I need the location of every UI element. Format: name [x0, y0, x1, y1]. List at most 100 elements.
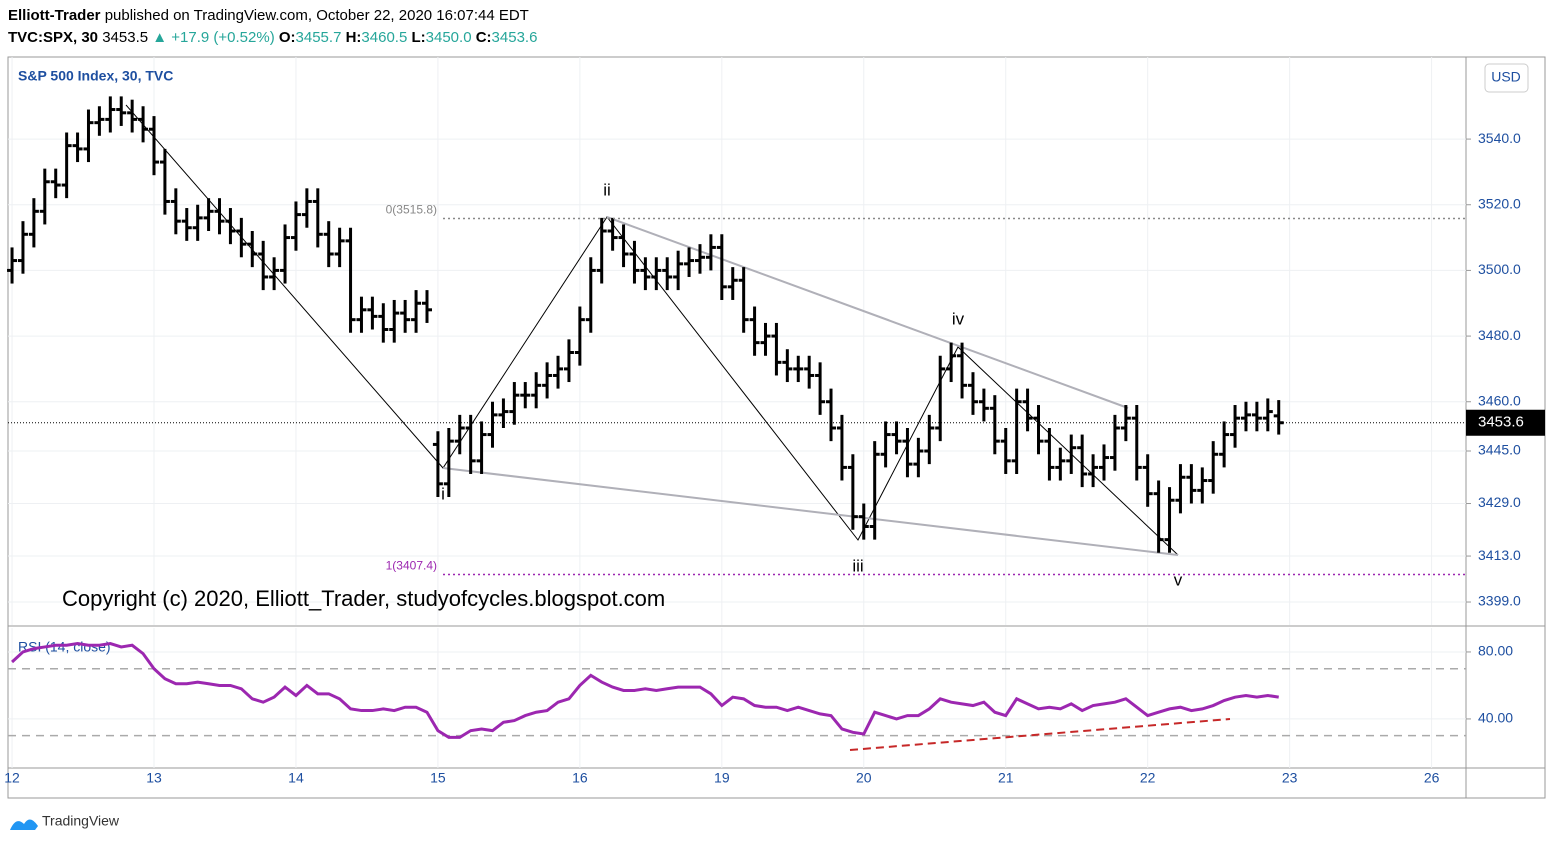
ohlc-bar: [247, 231, 258, 268]
ohlc-bar: [553, 355, 564, 389]
ohlc-bar: [684, 247, 695, 277]
o-label: O:: [279, 29, 296, 46]
ohlc-bar: [607, 217, 618, 251]
header-line-1: Elliott-Trader published on TradingView.…: [8, 7, 529, 24]
ohlc-bar: [913, 437, 924, 478]
ohlc-bar: [83, 109, 94, 163]
ohlc-bar: [280, 224, 291, 284]
ohlc-bar: [596, 217, 607, 284]
ohlc-bar: [498, 398, 509, 429]
ohlc-bar: [1251, 401, 1262, 432]
footer: TradingView: [42, 813, 120, 829]
published: published on TradingView.com, October 22…: [105, 7, 529, 24]
x-tick-label: 21: [998, 770, 1014, 786]
y-tick-label: 3540.0: [1478, 130, 1521, 146]
ohlc-bar: [509, 382, 520, 425]
ohlc-bar: [760, 322, 771, 356]
currency: USD: [1491, 69, 1521, 85]
ohlc-bar: [629, 240, 640, 284]
ohlc-bar: [673, 250, 684, 291]
ohlc-bar: [389, 299, 400, 343]
ohlc-bar: [946, 342, 957, 383]
ohlc-bar: [574, 306, 585, 366]
ohlc-bar: [1197, 467, 1208, 504]
ohlc-bar: [1240, 401, 1251, 432]
ohlc-bar: [662, 257, 673, 291]
ohlc-bar: [454, 414, 465, 455]
ohlc-bar: [39, 168, 50, 225]
ohlc-bar: [236, 217, 247, 258]
ohlc-bar: [1164, 487, 1175, 553]
ohlc-bar: [1230, 405, 1241, 448]
ohlc-bar: [989, 395, 1000, 455]
y-tick-label: 3429.0: [1478, 494, 1521, 510]
o: 3455.7: [296, 29, 342, 46]
ohlc-bar: [1109, 414, 1120, 471]
rsi-line: [11, 642, 1279, 739]
ohlc-bar: [465, 414, 476, 474]
x-tick-label: 16: [572, 770, 588, 786]
ohlc-bar: [28, 198, 39, 248]
series-title: S&P 500 Index, 30, TVC: [18, 68, 173, 84]
x-tick-label: 13: [146, 770, 162, 786]
ohlc-bar: [345, 227, 356, 333]
ohlc-bar: [411, 290, 422, 333]
ohlc-bar: [378, 303, 389, 343]
y-tick-label: 3413.0: [1478, 547, 1521, 563]
ohlc-bar: [1077, 434, 1088, 488]
y-tick-label: 3445.0: [1478, 442, 1521, 458]
last-price-box: [1466, 409, 1545, 436]
last-price-label: 3453.6: [1478, 414, 1524, 431]
ohlc-bar: [127, 99, 138, 133]
ohlc-bar: [1186, 464, 1197, 504]
currency-box[interactable]: [1484, 63, 1529, 93]
ohlc-bar: [421, 290, 432, 323]
ohlc-bar: [1088, 454, 1099, 488]
ohlc-bar: [902, 428, 913, 478]
ohlc-bar: [443, 428, 454, 497]
ohlc-bar: [1011, 388, 1022, 474]
x-tick-label: 14: [288, 770, 304, 786]
ohlc-bar: [520, 382, 531, 409]
ohlc-bar: [826, 388, 837, 442]
ohlc-bar: [1000, 428, 1011, 474]
c: 3453.6: [492, 29, 538, 46]
ohlc-bar: [1219, 421, 1230, 468]
wave-path: [125, 104, 1179, 556]
ohlc-bar: [1142, 454, 1153, 507]
ohlc-bar: [432, 431, 443, 497]
ohlc-bar: [749, 306, 760, 356]
ohlc-bar: [17, 221, 28, 274]
h: 3460.5: [361, 29, 407, 46]
bars: [7, 96, 1284, 553]
x-tick-label: 23: [1282, 770, 1298, 786]
y-tick-label: 3399.0: [1478, 593, 1521, 609]
ohlc-bar: [531, 372, 542, 409]
ohlc-bar: [301, 188, 312, 228]
ohlc-bar: [815, 362, 826, 415]
logo-icon: [10, 819, 38, 830]
ohlc-bar: [694, 244, 705, 274]
ohlc-bar: [50, 168, 61, 199]
rsi-trendline: [849, 718, 1231, 751]
wave-label: v: [1174, 570, 1183, 589]
ohlc-bar: [727, 267, 738, 300]
ohlc-bar: [847, 454, 858, 530]
ohlc-bar: [978, 388, 989, 422]
ohlc-bar: [192, 204, 203, 241]
ohlc-bar: [618, 224, 629, 268]
wave-label: ii: [603, 180, 611, 199]
ohlc-bar: [782, 349, 793, 383]
y-tick-label: 3520.0: [1478, 195, 1521, 211]
ohlc-bar: [269, 257, 280, 291]
logo: TradingView: [10, 813, 120, 830]
ohlc-bar: [72, 132, 83, 163]
upper-trendline: [606, 216, 1129, 409]
ohlc-bar: [836, 414, 847, 481]
ohlc-bar: [1033, 405, 1044, 455]
ohlc-bar: [738, 267, 749, 333]
ohlc-bar: [334, 227, 345, 268]
author: Elliott-Trader: [8, 7, 101, 24]
wave-label: i: [441, 484, 445, 503]
